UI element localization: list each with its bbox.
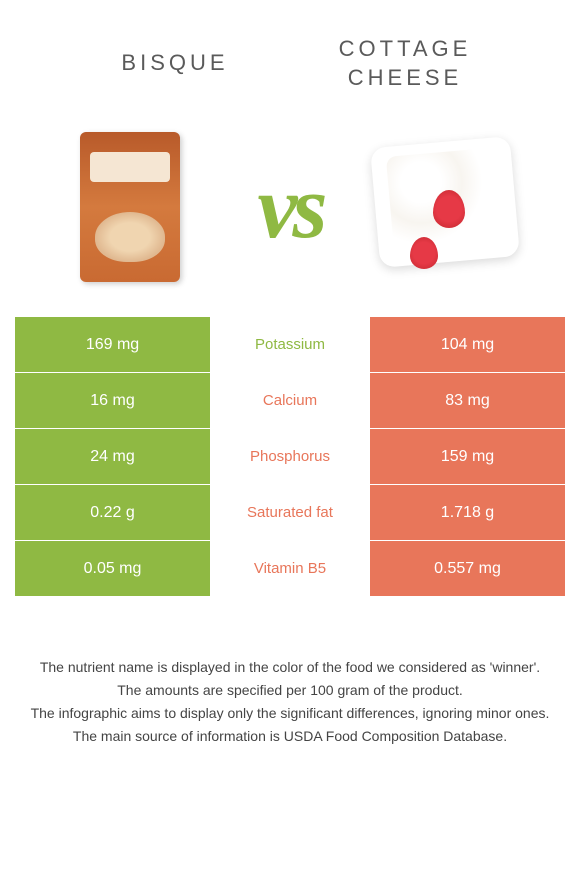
cottage-cheese-image xyxy=(370,127,530,287)
value-right: 1.718 g xyxy=(370,485,565,540)
nutrient-label: Calcium xyxy=(210,373,370,428)
value-left: 0.05 mg xyxy=(15,541,210,596)
vs-text: vs xyxy=(258,156,323,259)
title-right: Cottage Cheese xyxy=(290,35,520,92)
images-row: vs xyxy=(0,107,580,317)
footer-line: The amounts are specified per 100 gram o… xyxy=(20,680,560,701)
value-right: 159 mg xyxy=(370,429,565,484)
value-left: 169 mg xyxy=(15,317,210,372)
value-right: 0.557 mg xyxy=(370,541,565,596)
footer-line: The main source of information is USDA F… xyxy=(20,726,560,747)
title-left: Bisque xyxy=(60,49,290,78)
table-row: 0.22 gSaturated fat1.718 g xyxy=(15,485,565,541)
bisque-image xyxy=(50,127,210,287)
nutrient-label: Saturated fat xyxy=(210,485,370,540)
comparison-table: 169 mgPotassium104 mg16 mgCalcium83 mg24… xyxy=(15,317,565,597)
footer: The nutrient name is displayed in the co… xyxy=(0,597,580,747)
footer-line: The infographic aims to display only the… xyxy=(20,703,560,724)
value-left: 24 mg xyxy=(15,429,210,484)
value-left: 16 mg xyxy=(15,373,210,428)
table-row: 24 mgPhosphorus159 mg xyxy=(15,429,565,485)
header: Bisque Cottage Cheese xyxy=(0,0,580,107)
value-left: 0.22 g xyxy=(15,485,210,540)
nutrient-label: Vitamin B5 xyxy=(210,541,370,596)
value-right: 104 mg xyxy=(370,317,565,372)
nutrient-label: Phosphorus xyxy=(210,429,370,484)
value-right: 83 mg xyxy=(370,373,565,428)
table-row: 16 mgCalcium83 mg xyxy=(15,373,565,429)
table-row: 0.05 mgVitamin B50.557 mg xyxy=(15,541,565,597)
footer-line: The nutrient name is displayed in the co… xyxy=(20,657,560,678)
nutrient-label: Potassium xyxy=(210,317,370,372)
table-row: 169 mgPotassium104 mg xyxy=(15,317,565,373)
